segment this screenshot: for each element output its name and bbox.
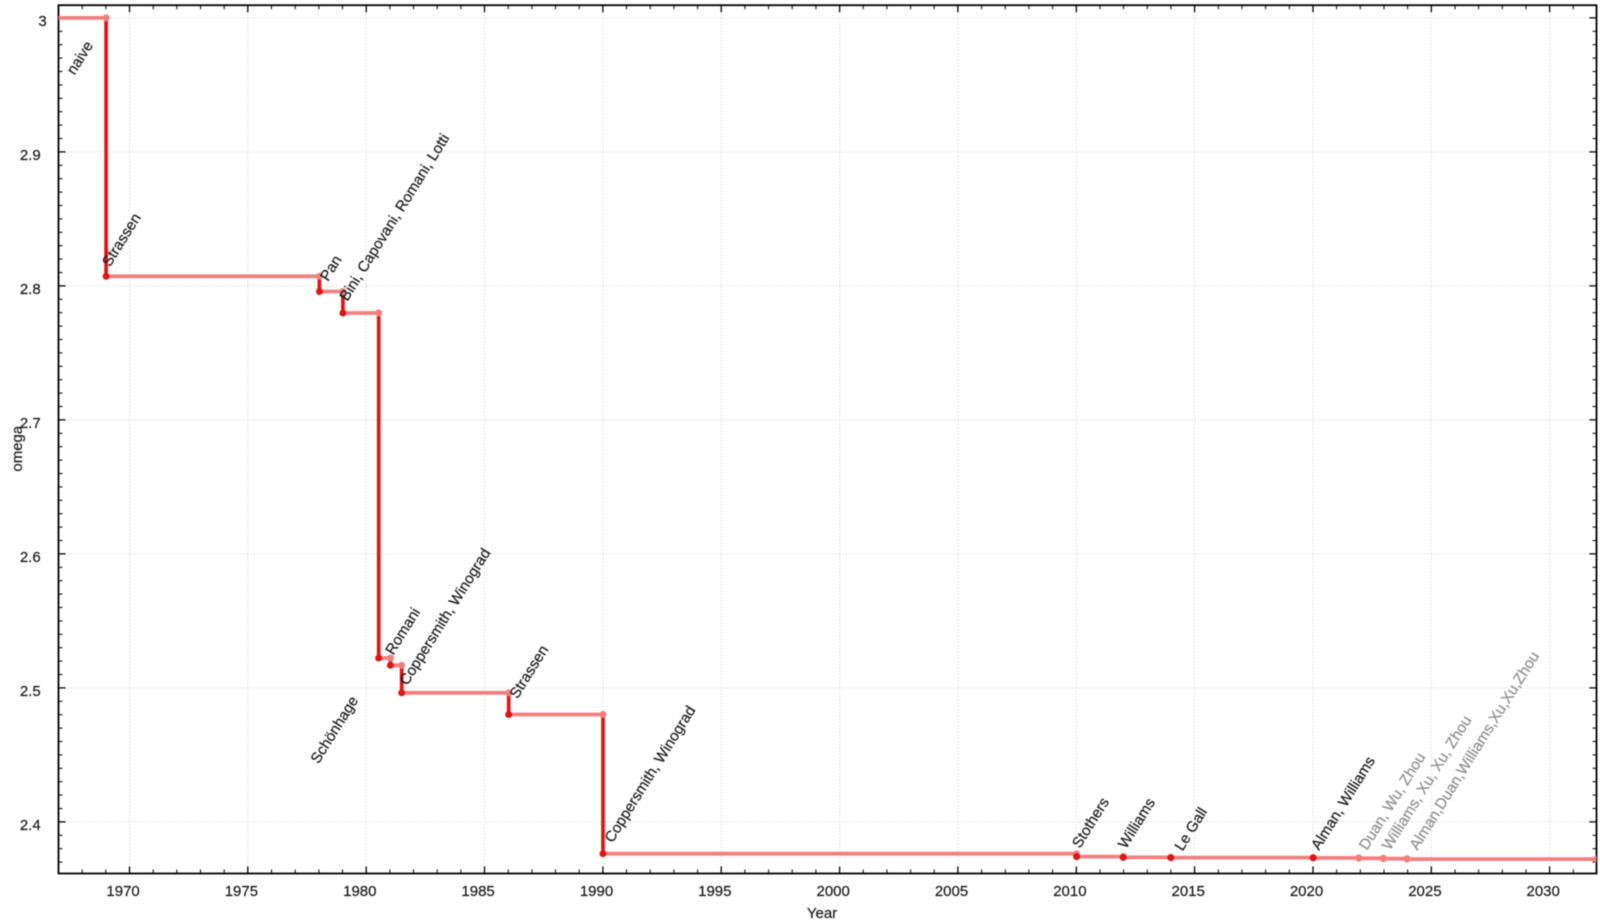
svg-text:2.6: 2.6 xyxy=(20,549,41,566)
svg-text:1995: 1995 xyxy=(698,883,731,900)
svg-text:2.8: 2.8 xyxy=(20,281,41,298)
svg-text:2030: 2030 xyxy=(1527,883,1560,900)
svg-text:3: 3 xyxy=(38,13,46,30)
svg-text:2015: 2015 xyxy=(1172,883,1205,900)
svg-text:2025: 2025 xyxy=(1408,883,1441,900)
svg-text:Year: Year xyxy=(807,905,837,920)
svg-text:2010: 2010 xyxy=(1053,883,1086,900)
svg-text:2000: 2000 xyxy=(817,883,850,900)
svg-text:2.7: 2.7 xyxy=(20,415,41,432)
svg-text:2.9: 2.9 xyxy=(20,147,41,164)
svg-text:omega: omega xyxy=(9,425,26,472)
svg-text:2005: 2005 xyxy=(935,883,968,900)
svg-text:1975: 1975 xyxy=(225,883,258,900)
svg-text:2020: 2020 xyxy=(1290,883,1323,900)
svg-text:2.5: 2.5 xyxy=(20,683,41,700)
svg-text:1990: 1990 xyxy=(580,883,613,900)
svg-text:1980: 1980 xyxy=(343,883,376,900)
svg-text:1985: 1985 xyxy=(461,883,494,900)
svg-text:1970: 1970 xyxy=(106,883,139,900)
svg-text:2.4: 2.4 xyxy=(20,817,41,834)
